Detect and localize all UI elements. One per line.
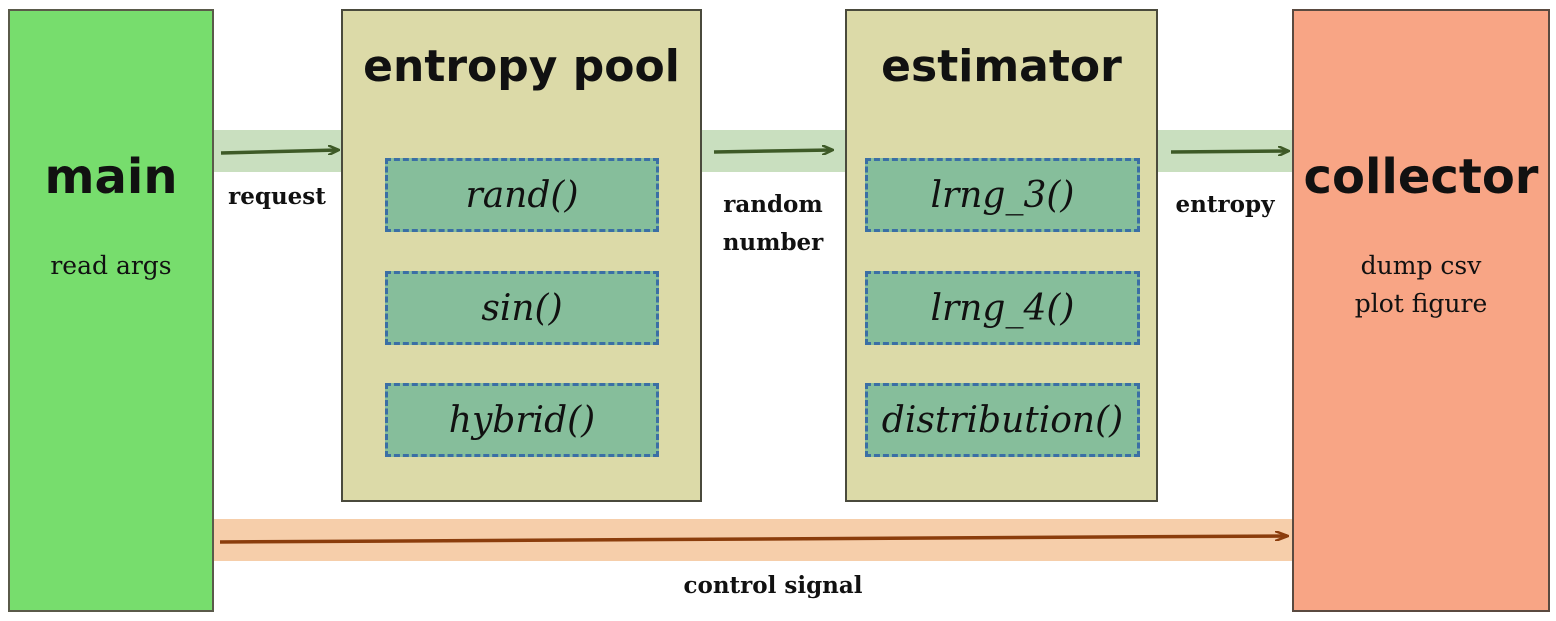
collector-module: collector dump csv plot figure bbox=[1292, 9, 1550, 612]
control-signal-label: control signal bbox=[683, 572, 863, 599]
entropy-pool-title: entropy pool bbox=[363, 41, 680, 92]
main-module: main read args bbox=[8, 9, 214, 612]
estimator-title: estimator bbox=[881, 41, 1122, 92]
function-distribution: distribution() bbox=[865, 383, 1140, 457]
entropy-pool-module: entropy pool rand() sin() hybrid() bbox=[341, 9, 702, 502]
random-number-label-line1: random bbox=[723, 191, 823, 218]
function-rand: rand() bbox=[385, 158, 659, 232]
random-number-label-line2: number bbox=[722, 229, 824, 256]
main-subtitle: read args bbox=[50, 251, 172, 280]
function-sin: sin() bbox=[385, 271, 659, 345]
function-lrng-4: lrng_4() bbox=[865, 271, 1140, 345]
entropy-label: entropy bbox=[1175, 191, 1275, 218]
collector-title: collector bbox=[1303, 149, 1539, 205]
main-title: main bbox=[44, 149, 178, 205]
function-hybrid: hybrid() bbox=[385, 383, 659, 457]
estimator-module: estimator lrng_3() lrng_4() distribution… bbox=[845, 9, 1158, 502]
request-label: request bbox=[228, 183, 326, 210]
function-lrng-3: lrng_3() bbox=[865, 158, 1140, 232]
collector-line-dump-csv: dump csv bbox=[1360, 251, 1482, 280]
collector-line-plot-figure: plot figure bbox=[1354, 289, 1488, 318]
